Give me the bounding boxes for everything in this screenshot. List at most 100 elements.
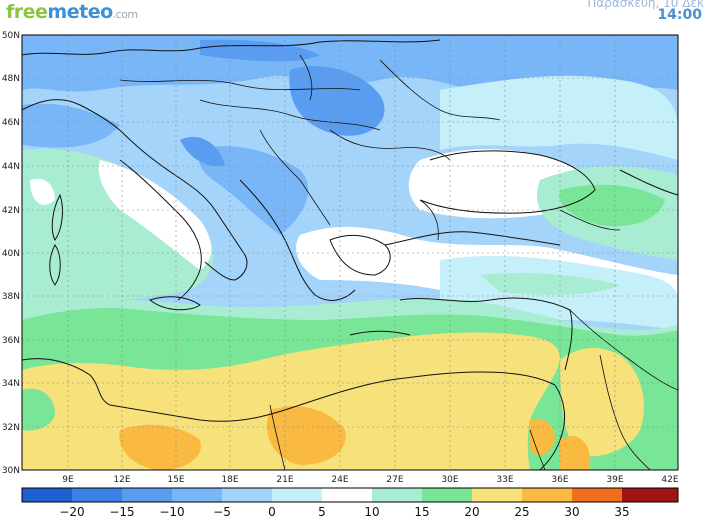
grid xyxy=(22,35,678,470)
coast-aegean-north xyxy=(329,234,391,276)
border-2 xyxy=(199,99,381,131)
legend-tick: −20 xyxy=(59,505,84,519)
legend-tick: −15 xyxy=(109,505,134,519)
border-9 xyxy=(599,354,651,470)
legend-ticks: −20 −15 −10 −5 0 5 10 15 20 25 30 35 xyxy=(59,505,629,519)
coast-balkans-west xyxy=(239,179,356,301)
legend-swatch xyxy=(372,488,422,502)
coastlines xyxy=(22,39,678,470)
field-lightcyan-east xyxy=(440,75,678,160)
legend-swatch xyxy=(422,488,472,502)
lat-label: 44N xyxy=(2,162,20,172)
legend-tick: −5 xyxy=(213,505,231,519)
lat-label: 46N xyxy=(2,118,20,128)
legend-tick: 30 xyxy=(564,505,579,519)
lon-label: 15E xyxy=(167,475,184,485)
lon-label: 18E xyxy=(221,475,238,485)
border-10 xyxy=(269,404,286,470)
legend-swatch xyxy=(172,488,222,502)
legend-colorbar xyxy=(21,487,679,503)
lat-label: 30N xyxy=(2,466,20,476)
field-cold-west xyxy=(22,103,120,148)
field-cold-balkans xyxy=(198,146,309,235)
field-green-tunisia xyxy=(22,388,55,431)
field-teal-tyrrhenian xyxy=(22,148,214,305)
legend-tick: 20 xyxy=(464,505,479,519)
coast-caspian-west xyxy=(619,169,678,196)
coast-corsica xyxy=(51,193,63,241)
borders xyxy=(119,54,678,470)
legend-tick: 15 xyxy=(414,505,429,519)
border-6 xyxy=(299,54,313,101)
border-4 xyxy=(329,129,451,161)
map-frame xyxy=(21,34,679,471)
lat-label: 48N xyxy=(2,74,20,84)
legend-tick: 10 xyxy=(364,505,379,519)
lon-axis: 9E 12E 15E 18E 21E 24E 27E 30E 33E 36E 3… xyxy=(62,475,679,485)
field-cold-croatia xyxy=(180,136,225,167)
coast-italy-west xyxy=(119,159,202,301)
field-yellow-levant xyxy=(560,348,644,457)
border-3 xyxy=(259,129,331,226)
legend-swatch xyxy=(222,488,272,502)
logo-suffix: .com xyxy=(112,8,139,21)
field-teal-anatolia xyxy=(480,273,620,296)
lon-label: 36E xyxy=(551,475,568,485)
lat-label: 34N xyxy=(2,379,20,389)
lon-label: 21E xyxy=(276,475,293,485)
coast-sicily xyxy=(148,296,201,311)
lon-label: 24E xyxy=(331,475,348,485)
field-white-italy xyxy=(98,160,212,270)
legend-swatch xyxy=(122,488,172,502)
lon-label: 39E xyxy=(606,475,623,485)
field-orange-libya-e xyxy=(266,406,346,465)
border-8 xyxy=(569,309,678,391)
legend-tick: 35 xyxy=(614,505,629,519)
forecast-date: Παρασκευή, 10 Δεκ xyxy=(587,0,704,10)
lon-label: 33E xyxy=(496,475,513,485)
lon-label: 12E xyxy=(113,475,130,485)
lat-label: 36N xyxy=(2,336,20,346)
temperature-field xyxy=(22,35,678,470)
coast-sardinia xyxy=(49,244,61,286)
legend-swatch xyxy=(472,488,522,502)
legend-tick: 25 xyxy=(514,505,529,519)
lon-label: 27E xyxy=(386,475,403,485)
legend-swatch xyxy=(72,488,122,502)
legend-frame xyxy=(21,487,679,503)
coast-north-africa xyxy=(22,358,556,422)
field-white-corsica xyxy=(30,178,55,205)
logo-meteo: meteo xyxy=(47,1,113,23)
lon-label: 42E xyxy=(661,475,678,485)
freemeteo-logo[interactable]: freemeteo.com xyxy=(6,0,138,27)
lat-label: 42N xyxy=(2,206,20,216)
legend-swatch xyxy=(22,488,72,502)
legend-tick: 5 xyxy=(318,505,326,519)
border-7 xyxy=(419,199,439,241)
coast-crete xyxy=(349,330,411,336)
legend-swatch xyxy=(272,488,322,502)
lon-label: 30E xyxy=(441,475,458,485)
lat-axis: 50N 48N 46N 44N 42N 40N 38N 36N 34N 32N … xyxy=(2,31,20,476)
border-12 xyxy=(559,209,621,231)
lat-label: 40N xyxy=(2,249,20,259)
border-11 xyxy=(529,429,546,470)
legend-swatch xyxy=(522,488,572,502)
lat-label: 50N xyxy=(2,31,20,41)
forecast-time: 14:00 xyxy=(657,7,702,23)
coast-adriatic-italy xyxy=(22,99,248,281)
coast-turkey-south xyxy=(399,297,573,371)
field-orange-libya-w xyxy=(119,424,201,470)
field-orange-arabia xyxy=(560,436,590,470)
legend-swatch xyxy=(622,488,678,502)
legend-tick: 0 xyxy=(268,505,276,519)
lon-label: 9E xyxy=(62,475,74,485)
border-1 xyxy=(119,79,361,91)
legend-swatch xyxy=(572,488,622,502)
border-5 xyxy=(379,59,501,121)
field-green-caucasus xyxy=(559,184,665,227)
legend-tick: −10 xyxy=(159,505,184,519)
logo-free: free xyxy=(6,1,48,23)
legend-swatch xyxy=(322,488,372,502)
